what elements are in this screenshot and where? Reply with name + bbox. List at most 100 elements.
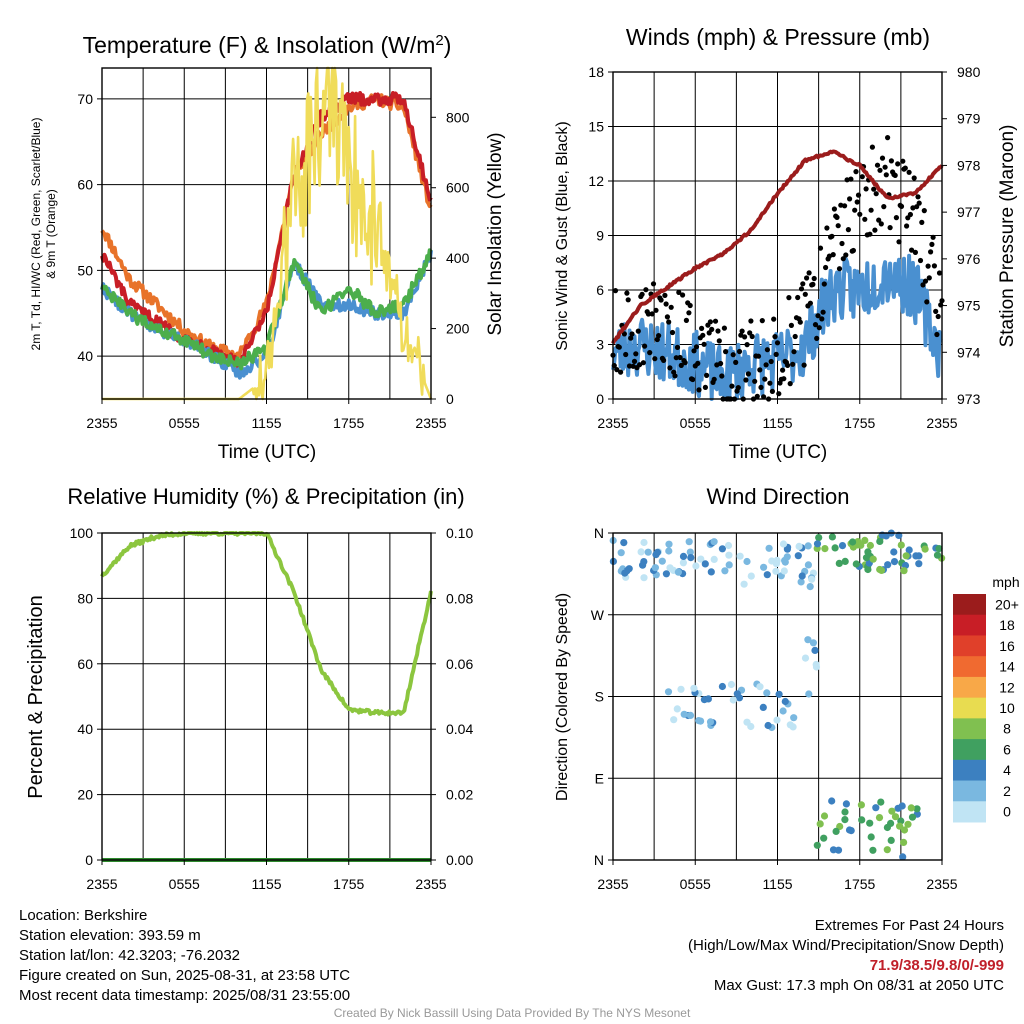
gust-point [893, 215, 900, 221]
gust-point [806, 270, 812, 276]
direction-point [658, 557, 666, 565]
gust-point [883, 172, 889, 178]
gust-point [761, 394, 767, 400]
gust-point [885, 135, 891, 141]
gust-point [733, 359, 739, 365]
colorbar-cell [953, 739, 986, 761]
direction-point [729, 696, 737, 704]
x-tick-label: 2355 [597, 415, 628, 431]
direction-point [866, 541, 875, 550]
gust-point [848, 176, 854, 182]
gust-point [628, 335, 634, 341]
direction-point [763, 689, 771, 697]
gust-point [845, 227, 852, 233]
direction-point [887, 836, 895, 845]
gust-point [674, 344, 681, 350]
direction-point [828, 533, 837, 541]
gust-point [654, 336, 660, 343]
colorbar-label: 4 [1003, 762, 1011, 778]
direction-point [697, 555, 705, 563]
gust-point [667, 365, 673, 371]
direction-point [679, 559, 688, 567]
gust-point [701, 341, 707, 347]
y-tick-label: 15 [588, 119, 604, 135]
y2-tick-label: 0.08 [446, 590, 473, 606]
gust-point [859, 174, 865, 180]
gust-point [933, 308, 939, 314]
gust-point [824, 225, 830, 231]
y-tick-label: 9 [596, 228, 604, 244]
direction-point [797, 578, 805, 586]
gust-point [843, 252, 849, 258]
direction-point [743, 557, 751, 566]
recent-data-text: Most recent data timestamp: 2025/08/31 2… [19, 987, 351, 1004]
colorbar-cell [953, 697, 986, 719]
series-line [100, 91, 433, 371]
direction-point [665, 547, 673, 555]
gust-point [677, 354, 683, 361]
x-tick-label: 1755 [333, 415, 364, 431]
direction-point [897, 541, 905, 549]
gust-point [769, 388, 776, 394]
gust-point [663, 301, 669, 307]
gust-point [624, 290, 630, 296]
x-tick-label: 0555 [680, 415, 711, 431]
colorbar-cell [953, 718, 986, 740]
direction-point [888, 807, 896, 815]
direction-point [685, 538, 693, 546]
wind-panel: Winds (mph) & Pressure (mb) 0 3 6 9 12 15 18 9… [554, 24, 1018, 463]
gust-point [718, 360, 724, 367]
gust-point [900, 158, 906, 164]
direction-point [690, 684, 698, 692]
y2-tick-label: 978 [957, 157, 981, 173]
gust-point [661, 357, 667, 363]
gust-point [780, 367, 786, 373]
direction-point [640, 574, 648, 582]
gust-point [614, 367, 620, 373]
y2-tick-label: 977 [957, 204, 981, 220]
direction-point [887, 819, 895, 828]
direction-point [701, 560, 709, 568]
gust-point [643, 287, 649, 293]
colorbar-cell [953, 656, 986, 678]
direction-point [794, 552, 802, 560]
direction-point [779, 707, 787, 715]
y2-tick-label: 0.02 [446, 787, 473, 803]
gust-point [795, 294, 801, 301]
gust-point [869, 144, 876, 150]
gust-point [934, 331, 940, 338]
colorbar-label: 18 [999, 617, 1015, 633]
gust-point [917, 257, 924, 264]
direction-point [806, 583, 814, 591]
created-text: Figure created on Sun, 2025-08-31, at 23… [19, 967, 351, 984]
gust-point [755, 353, 762, 359]
gust-point [817, 245, 824, 251]
direction-point [775, 690, 783, 698]
gust-point [816, 325, 822, 331]
humidity-left-ticks: 0 20 40 60 80 100 [70, 525, 102, 868]
gust-point [763, 362, 769, 368]
gust-point [776, 391, 782, 397]
direction-point [809, 639, 818, 647]
gust-point [831, 206, 838, 212]
gust-point [857, 211, 863, 217]
wind-ylabel-right: Station Pressure (Maroon) [997, 125, 1018, 348]
humidity-title: Relative Humidity (%) & Precipitation (i… [67, 484, 464, 509]
direction-point [724, 541, 733, 550]
gust-point [920, 282, 926, 288]
direction-point [913, 805, 921, 813]
gust-point [669, 329, 676, 336]
gust-point [683, 317, 690, 323]
x-tick-label: 0555 [169, 876, 200, 892]
y2-tick-label: 400 [446, 250, 470, 266]
gust-point [787, 381, 793, 387]
gust-point [699, 325, 705, 331]
temperature-panel: Temperature (F) & Insolation (W/m2) 40 50… [29, 32, 506, 463]
direction-point [841, 557, 849, 566]
gust-point [786, 295, 792, 301]
direction-point [721, 567, 729, 575]
y2-tick-label: 600 [446, 180, 470, 196]
colorbar-label: 14 [999, 659, 1015, 675]
gust-point [647, 350, 653, 356]
